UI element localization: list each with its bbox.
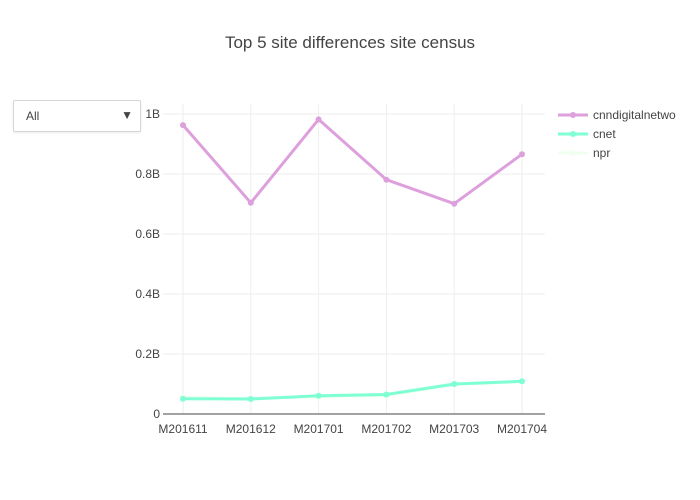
series-line-cnet [182,379,523,401]
data-point-cnndigitalnetwo [451,200,458,207]
legend: cnndigitalnetwo cnet npr [558,108,676,160]
chart-title: Top 5 site differences site census [224,33,476,52]
data-point-cnndigitalnetwo [383,176,390,183]
legend-marker-cnndigitalnetwo [570,112,576,118]
legend-marker-cnet [570,131,576,137]
series-lines [180,116,525,402]
y-tick-label: 0.4B [135,287,160,301]
x-tick-label: M201612 [226,422,276,436]
data-point-cnet [451,381,458,387]
legend-label: npr [593,146,610,160]
data-point-cnet [315,392,322,399]
chevron-down-icon: ▼ [121,108,133,122]
dropdown-selected-value: All [26,109,40,123]
data-point-cnet [383,391,390,398]
series-line-cnndigitalnetwo [181,117,523,206]
y-tick-label: 0.8B [135,167,160,181]
data-point-cnet [247,396,254,402]
data-point-cnndigitalnetwo [519,151,525,158]
data-point-cnndigitalnetwo [315,116,322,123]
data-point-cnndigitalnetwo [247,199,254,206]
legend-label: cnndigitalnetwo [593,108,676,122]
y-tick-label: 1B [145,107,160,121]
legend-marker-npr [570,150,576,156]
x-tick-label: M201611 [158,422,207,436]
axes: 0 0.2B 0.4B 0.6B 0.8B 1B M201611 M201612 M201701… [135,107,547,436]
legend-label: cnet [593,127,616,141]
x-tick-label: M201701 [294,422,344,436]
y-tick-label: 0.6B [135,227,160,241]
x-tick-label: M201704 [497,422,547,436]
data-point-cnet [180,395,186,402]
y-tick-label: 0.2B [135,347,160,361]
y-tick-label: 0 [153,407,160,421]
data-point-cnet [519,378,525,385]
data-point-cnndigitalnetwo [180,122,186,129]
filter-dropdown[interactable]: All ▼ [13,100,141,132]
gridlines [163,104,545,414]
x-tick-label: M201703 [429,422,479,436]
x-tick-label: M201702 [361,422,411,436]
